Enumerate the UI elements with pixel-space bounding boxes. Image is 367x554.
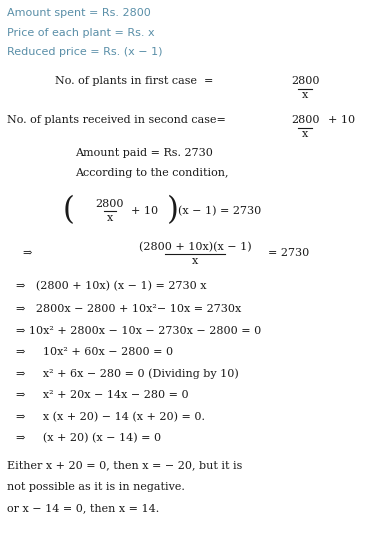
Text: (2800 + 10x)(x − 1): (2800 + 10x)(x − 1) — [139, 242, 251, 252]
Text: ⇒     x² + 20x − 14x − 280 = 0: ⇒ x² + 20x − 14x − 280 = 0 — [16, 390, 189, 400]
Text: 2800: 2800 — [291, 115, 319, 125]
Text: x: x — [192, 256, 198, 266]
Text: 2800: 2800 — [291, 76, 319, 86]
Text: + 10: + 10 — [328, 115, 355, 125]
Text: ⇒   2800x − 2800 + 10x²− 10x = 2730x: ⇒ 2800x − 2800 + 10x²− 10x = 2730x — [16, 304, 241, 315]
Text: (: ( — [63, 195, 75, 226]
Text: x: x — [107, 213, 113, 223]
Text: (x − 1) = 2730: (x − 1) = 2730 — [178, 206, 261, 217]
Text: or x − 14 = 0, then x = 14.: or x − 14 = 0, then x = 14. — [7, 503, 159, 514]
Text: = 2730: = 2730 — [268, 248, 309, 258]
Text: Either x + 20 = 0, then x = − 20, but it is: Either x + 20 = 0, then x = − 20, but it… — [7, 460, 242, 470]
Text: x: x — [302, 90, 308, 100]
Text: not possible as it is in negative.: not possible as it is in negative. — [7, 482, 185, 492]
Text: Amount paid = Rs. 2730: Amount paid = Rs. 2730 — [75, 148, 213, 158]
Text: 2800: 2800 — [96, 199, 124, 209]
Text: ⇒     (x + 20) (x − 14) = 0: ⇒ (x + 20) (x − 14) = 0 — [16, 433, 161, 443]
Text: ⇒ 10x² + 2800x − 10x − 2730x − 2800 = 0: ⇒ 10x² + 2800x − 10x − 2730x − 2800 = 0 — [16, 326, 261, 336]
Text: According to the condition,: According to the condition, — [75, 168, 229, 178]
Text: + 10: + 10 — [131, 206, 158, 216]
Text: No. of plants received in second case=: No. of plants received in second case= — [7, 115, 226, 125]
Text: x: x — [302, 129, 308, 139]
Text: ⇒     x² + 6x − 280 = 0 (Dividing by 10): ⇒ x² + 6x − 280 = 0 (Dividing by 10) — [16, 369, 239, 379]
Text: ⇒     x (x + 20) − 14 (x + 20) = 0.: ⇒ x (x + 20) − 14 (x + 20) = 0. — [16, 412, 205, 422]
Text: ): ) — [167, 195, 179, 226]
Text: No. of plants in first case  =: No. of plants in first case = — [55, 76, 213, 86]
Text: Reduced price = Rs. (x − 1): Reduced price = Rs. (x − 1) — [7, 47, 163, 57]
Text: ⇒   (2800 + 10x) (x − 1) = 2730 x: ⇒ (2800 + 10x) (x − 1) = 2730 x — [16, 281, 207, 291]
Text: Price of each plant = Rs. x: Price of each plant = Rs. x — [7, 28, 155, 38]
Text: ⇒     10x² + 60x − 2800 = 0: ⇒ 10x² + 60x − 2800 = 0 — [16, 347, 173, 357]
Text: ⇒: ⇒ — [22, 248, 31, 258]
Text: Amount spent = Rs. 2800: Amount spent = Rs. 2800 — [7, 8, 151, 18]
